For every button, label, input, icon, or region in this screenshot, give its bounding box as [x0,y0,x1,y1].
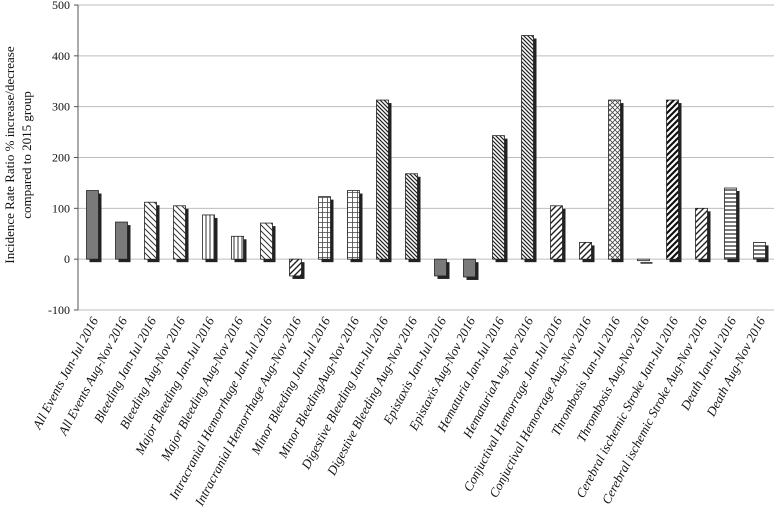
bar-group [695,207,711,263]
y-tick-label: 400 [52,49,70,63]
bar [550,205,563,260]
bar [347,190,360,260]
bar-group [666,99,682,263]
bar [753,241,766,260]
bar-group [115,221,131,263]
bar [173,205,186,260]
bar-group [376,99,392,263]
bar [86,190,99,260]
bar [579,241,592,260]
bars [86,35,769,280]
bar-group [260,222,276,263]
bar [260,222,273,260]
bar-group [347,190,363,263]
bar-group [289,258,305,279]
gridlines [78,4,774,311]
bar-group [405,173,421,263]
bar-group [608,99,624,263]
bar-group [318,196,334,263]
bar [318,196,331,260]
bar-group [637,258,653,264]
y-tick-label: 300 [52,100,70,114]
y-tick-labels: -100 0 100 200 300 400 500 [48,0,70,317]
bar [289,258,302,277]
bar [521,35,534,260]
bar [463,258,476,278]
bar [202,214,215,260]
bar [434,258,447,277]
y-axis-label-line-2: compared to 2015 group [19,91,34,218]
y-tick-label: -100 [48,303,70,317]
bar-group [434,258,450,279]
y-tick-label: 200 [52,151,70,165]
bar-group [86,190,102,263]
y-tick-label: 100 [52,201,70,215]
bar [492,135,505,260]
bar-group [521,35,537,263]
bar [115,221,128,260]
bar [666,99,679,260]
y-axis-label: Incidence Rate Ratio % increase/decrease [2,46,17,263]
bar [637,258,650,262]
bar-group [463,258,479,280]
bar [376,99,389,260]
bar [695,207,708,260]
bar-group [550,205,566,263]
y-tick-label: 500 [52,0,70,12]
bar-group [231,235,247,263]
axes [74,4,79,311]
bar-group [579,241,595,263]
bar-group [753,241,769,263]
bar [608,99,621,260]
bar-group [144,201,160,263]
bar-group [492,135,508,263]
bar [144,201,157,260]
bar [405,173,418,260]
bar [231,235,244,260]
bar-group [202,214,218,263]
bar-shadow [640,262,653,264]
y-tick-label: 0 [64,252,70,266]
bar [724,187,737,260]
bar-group [724,187,740,263]
bar-group [173,205,189,263]
